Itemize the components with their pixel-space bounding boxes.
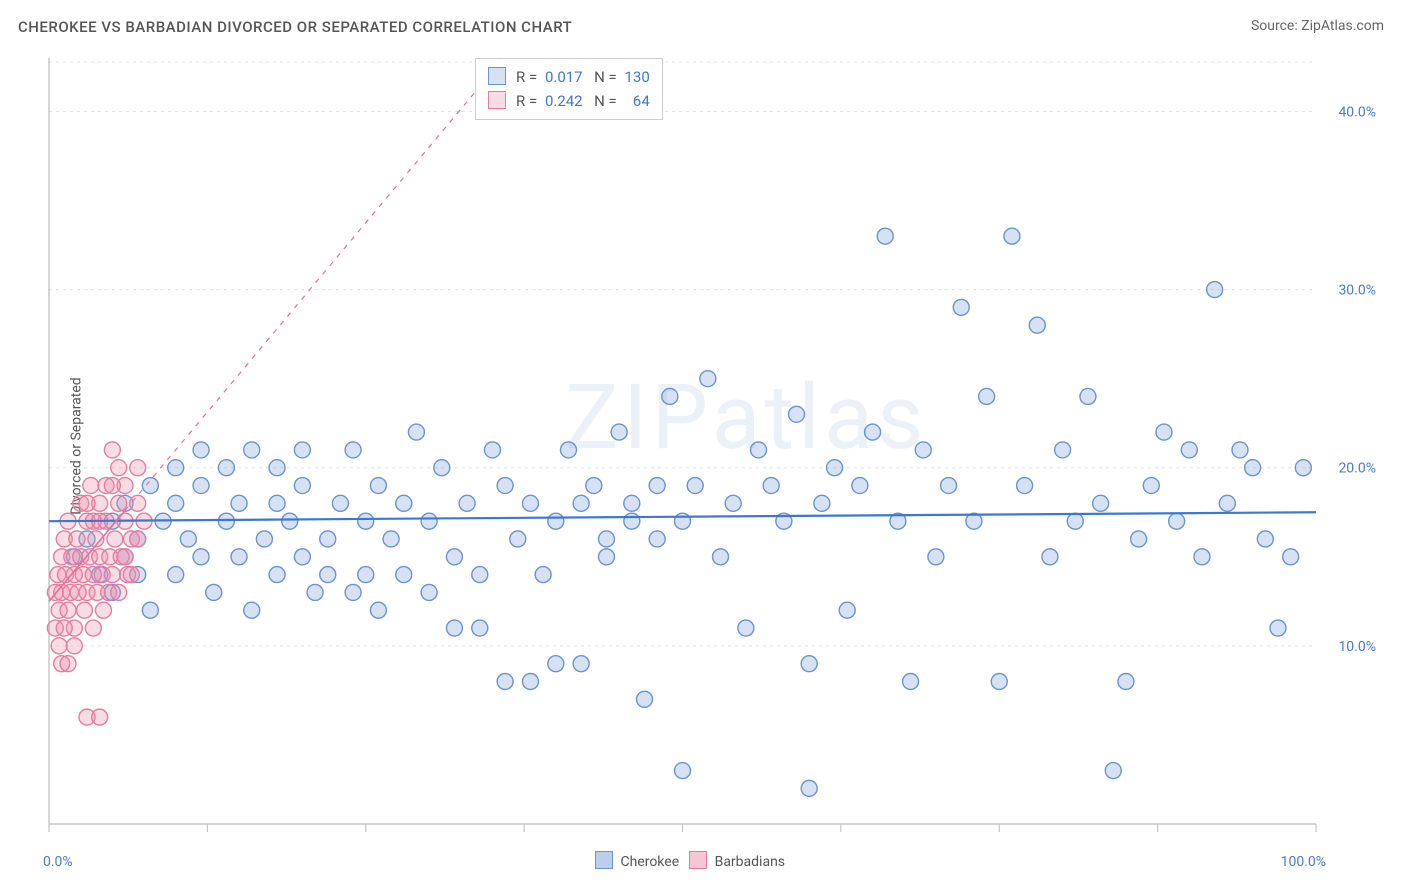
- source-prefix: Source:: [1251, 18, 1301, 34]
- svg-text:30.0%: 30.0%: [1338, 283, 1376, 299]
- legend-label: Barbadians: [711, 854, 785, 870]
- svg-text:20.0%: 20.0%: [1338, 461, 1376, 477]
- stats-row: R = 0.242 N = 64: [488, 89, 650, 113]
- series-swatch: [488, 91, 506, 109]
- stats-row: R = 0.017 N = 130: [488, 65, 650, 89]
- series-swatch: [488, 67, 506, 85]
- r-value: 0.242: [545, 92, 583, 110]
- correlation-stats-box: R = 0.017 N = 130R = 0.242 N = 64: [475, 58, 663, 120]
- source-name: ZipAtlas.com: [1301, 18, 1384, 34]
- legend-swatch: [595, 851, 613, 869]
- chart-area: 10.0%20.0%30.0%40.0% ZIPatlas R = 0.017 …: [45, 50, 1386, 842]
- legend-label: Cherokee: [617, 854, 679, 870]
- n-label: N =: [594, 92, 617, 110]
- n-value: 130: [624, 68, 649, 86]
- legend-swatch: [689, 851, 707, 869]
- n-value: 64: [624, 92, 649, 110]
- source-label: Source: ZipAtlas.com: [1251, 18, 1384, 34]
- x-axis-max-label: 100.0%: [1281, 854, 1326, 870]
- r-value: 0.017: [545, 68, 583, 86]
- svg-text:40.0%: 40.0%: [1338, 104, 1376, 120]
- chart-title: CHEROKEE VS BARBADIAN DIVORCED OR SEPARA…: [18, 18, 572, 36]
- r-label: R =: [516, 68, 537, 86]
- x-axis-min-label: 0.0%: [43, 854, 73, 870]
- n-label: N =: [594, 68, 617, 86]
- svg-text:10.0%: 10.0%: [1338, 639, 1376, 655]
- legend: Cherokee Barbadians: [585, 851, 785, 870]
- scatter-chart: 10.0% 20.0% 30.0% 40.0%: [45, 50, 1386, 842]
- r-label: R =: [516, 92, 537, 110]
